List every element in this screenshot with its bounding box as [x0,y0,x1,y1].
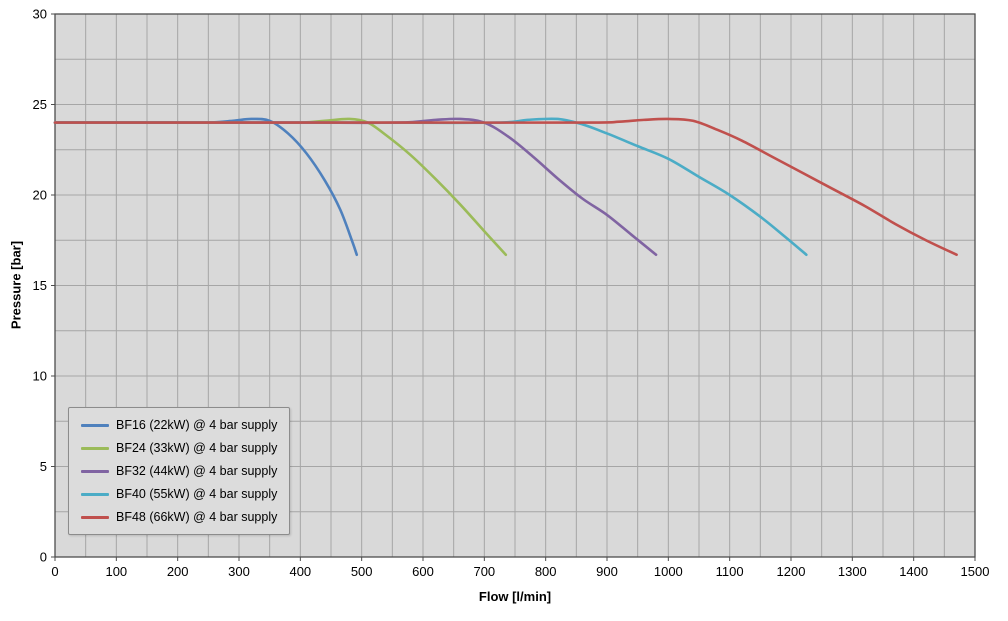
y-axis-title: Pressure [bar] [8,240,24,330]
legend-line-swatch-bf32 [81,469,109,473]
x-tick-label: 700 [473,564,495,579]
y-tick-label: 0 [40,550,47,565]
legend-line-swatch-bf48 [81,515,109,519]
legend-line-swatch-bf16 [81,423,109,427]
x-tick-label: 600 [412,564,434,579]
legend-item-bf16: BF16 (22kW) @ 4 bar supply [81,418,277,432]
x-tick-label: 0 [51,564,58,579]
legend-item-bf40: BF40 (55kW) @ 4 bar supply [81,487,277,501]
x-tick-label: 900 [596,564,618,579]
legend-line-swatch-bf24 [81,446,109,450]
legend-item-bf48: BF48 (66kW) @ 4 bar supply [81,510,277,524]
y-tick-label: 25 [33,97,47,112]
y-tick-label: 30 [33,7,47,22]
x-tick-label: 1300 [838,564,867,579]
legend-label-bf40: BF40 (55kW) @ 4 bar supply [116,487,278,501]
chart-legend: BF16 (22kW) @ 4 bar supply BF24 (33kW) @ … [68,407,290,535]
x-tick-label: 1100 [716,564,744,579]
y-tick-label: 10 [33,369,47,384]
x-tick-label: 1200 [777,564,806,579]
legend-label-bf48: BF48 (66kW) @ 4 bar supply [116,510,278,524]
x-tick-label: 100 [105,564,127,579]
x-axis-title: Flow [l/min] [478,589,552,604]
legend-label-bf16: BF16 (22kW) @ 4 bar supply [116,418,278,432]
legend-item-bf24: BF24 (33kW) @ 4 bar supply [81,441,277,455]
x-tick-label: 1000 [654,564,683,579]
y-tick-label: 20 [33,188,47,203]
x-tick-label: 400 [289,564,311,579]
x-tick-label: 200 [167,564,189,579]
legend-line-swatch-bf40 [81,492,109,496]
x-tick-label: 800 [535,564,557,579]
x-tick-label: 300 [228,564,250,579]
x-tick-label: 1400 [899,564,928,579]
y-tick-label: 5 [40,459,47,474]
legend-label-bf32: BF32 (44kW) @ 4 bar supply [116,464,278,478]
legend-item-bf32: BF32 (44kW) @ 4 bar supply [81,464,277,478]
series-line-bf48 [53,117,958,257]
y-tick-label: 15 [33,278,47,293]
legend-label-bf24: BF24 (33kW) @ 4 bar supply [116,441,278,455]
x-tick-label: 500 [351,564,373,579]
x-tick-label: 1500 [961,564,990,579]
